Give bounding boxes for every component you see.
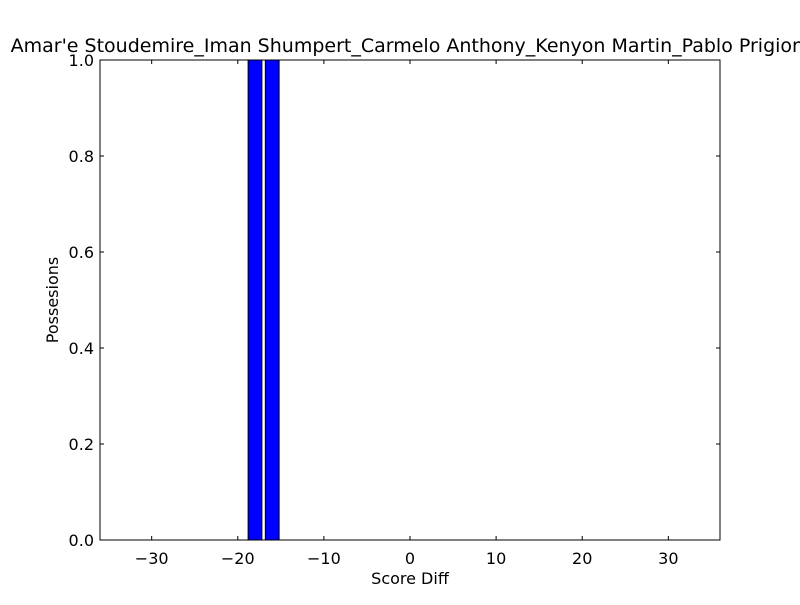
- bars-layer: [247, 59, 280, 541]
- x-tick-label: −10: [307, 549, 341, 568]
- y-tick-label: 0.4: [69, 339, 94, 358]
- x-tick-label: 20: [572, 549, 592, 568]
- x-tick-label: 30: [658, 549, 678, 568]
- y-tick-label: 0.0: [69, 531, 94, 550]
- x-tick-label: −30: [135, 549, 169, 568]
- bar-1: [264, 59, 280, 541]
- y-tick-label: 0.6: [69, 243, 94, 262]
- bar-0: [247, 59, 263, 541]
- y-tick-label: 1.0: [69, 51, 94, 70]
- y-axis-label: Possesions: [43, 257, 62, 343]
- y-tick-label: 0.2: [69, 435, 94, 454]
- chart-title: Amar'e Stoudemire_Iman Shumpert_Carmelo …: [11, 35, 800, 57]
- x-axis-label: Score Diff: [371, 569, 450, 588]
- plot-frame: [99, 59, 721, 541]
- y-tick-label: 0.8: [69, 147, 94, 166]
- ticks-layer: −30 −20 −10 0 10 20 30 0.0 0.2 0.4 0.6 0.8 1.0: [69, 51, 720, 568]
- x-tick-label: 10: [486, 549, 506, 568]
- x-tick-label: 0: [405, 549, 415, 568]
- x-tick-label: −20: [221, 549, 255, 568]
